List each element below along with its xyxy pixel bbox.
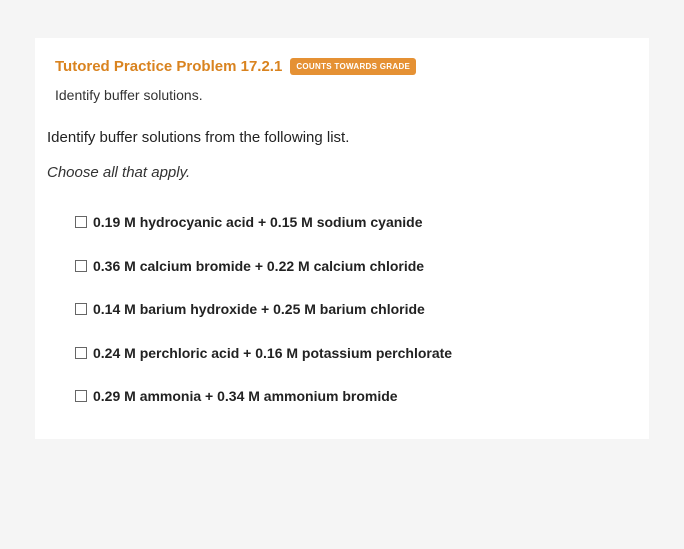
option-row: 0.24 M perchloric acid + 0.16 M potassiu…: [47, 332, 637, 376]
option-label: 0.14 M barium hydroxide + 0.25 M barium …: [93, 300, 425, 320]
problem-subtitle: Identify buffer solutions.: [35, 83, 649, 117]
option-label: 0.19 M hydrocyanic acid + 0.15 M sodium …: [93, 213, 423, 233]
problem-title: Tutored Practice Problem 17.2.1: [55, 58, 282, 75]
grade-badge: COUNTS TOWARDS GRADE: [290, 58, 416, 75]
header-line: Tutored Practice Problem 17.2.1 COUNTS T…: [35, 38, 649, 83]
checkbox-icon[interactable]: [75, 347, 87, 359]
option-row: 0.14 M barium hydroxide + 0.25 M barium …: [47, 288, 637, 332]
checkbox-icon[interactable]: [75, 303, 87, 315]
option-label: 0.36 M calcium bromide + 0.22 M calcium …: [93, 257, 424, 277]
problem-container: Tutored Practice Problem 17.2.1 COUNTS T…: [35, 38, 649, 439]
options-list: 0.19 M hydrocyanic acid + 0.15 M sodium …: [35, 197, 649, 439]
checkbox-icon[interactable]: [75, 216, 87, 228]
question-text: Identify buffer solutions from the follo…: [35, 117, 649, 156]
checkbox-icon[interactable]: [75, 390, 87, 402]
instruction-text: Choose all that apply.: [35, 156, 649, 197]
option-label: 0.29 M ammonia + 0.34 M ammonium bromide: [93, 387, 398, 407]
checkbox-icon[interactable]: [75, 260, 87, 272]
option-row: 0.29 M ammonia + 0.34 M ammonium bromide: [47, 375, 637, 419]
option-row: 0.19 M hydrocyanic acid + 0.15 M sodium …: [47, 201, 637, 245]
option-label: 0.24 M perchloric acid + 0.16 M potassiu…: [93, 344, 452, 364]
option-row: 0.36 M calcium bromide + 0.22 M calcium …: [47, 245, 637, 289]
